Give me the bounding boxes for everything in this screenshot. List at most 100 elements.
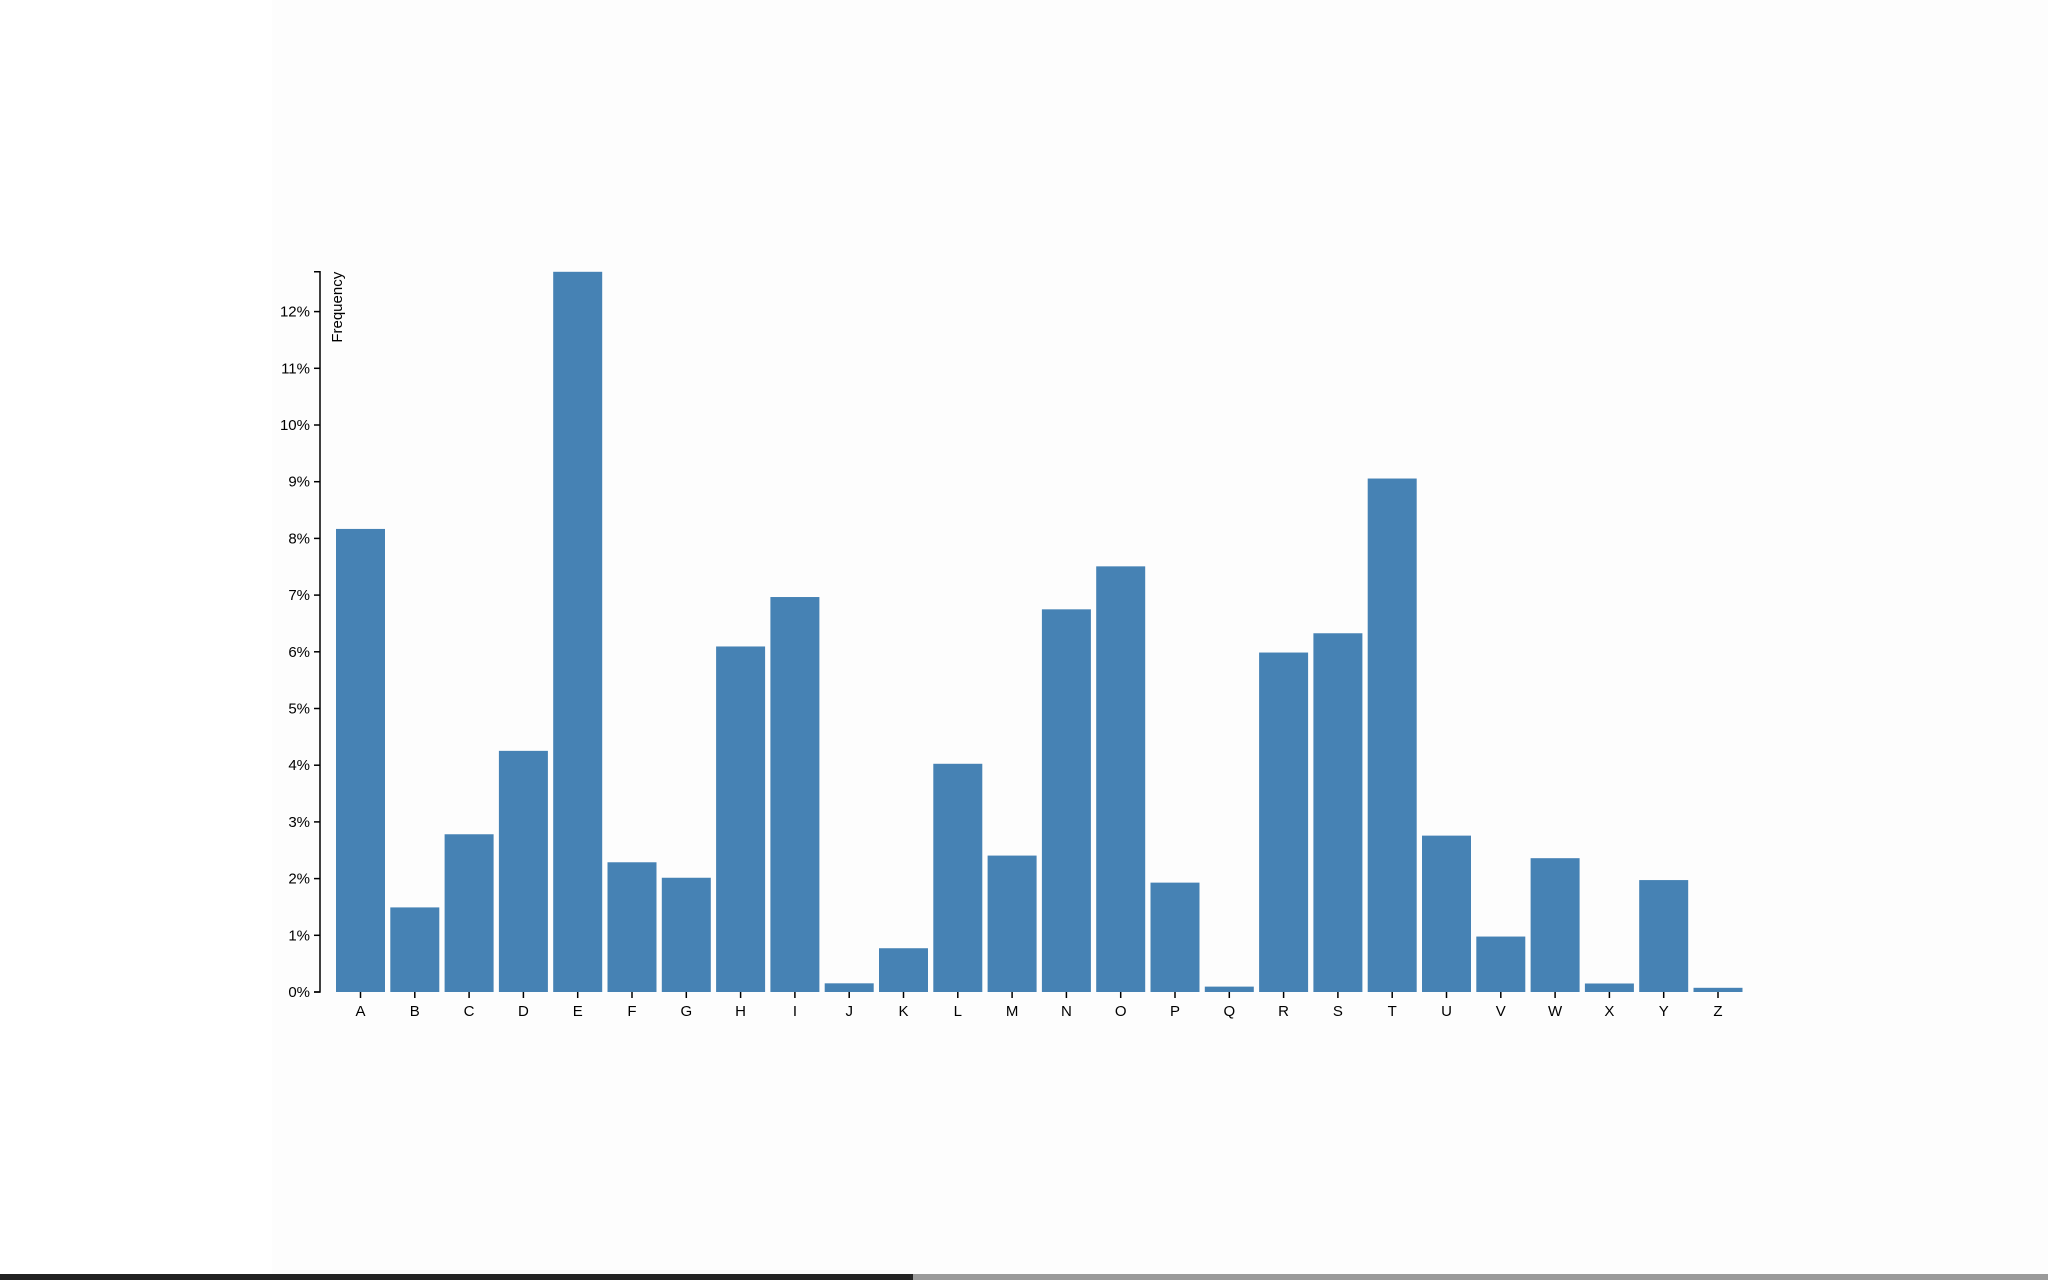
- y-tick-label: 8%: [288, 530, 310, 547]
- bar-B: [390, 907, 440, 992]
- x-tick-label: C: [464, 1003, 475, 1020]
- x-tick-label: O: [1115, 1003, 1127, 1020]
- scrollbar-thumb[interactable]: [0, 1274, 913, 1280]
- x-tick-label: X: [1604, 1003, 1614, 1020]
- bar-Z: [1693, 987, 1743, 992]
- x-tick: D: [518, 992, 529, 1020]
- y-axis-line: [314, 271, 321, 993]
- x-tick: P: [1170, 992, 1180, 1020]
- x-tick-label: L: [954, 1003, 962, 1020]
- x-tick: U: [1441, 992, 1452, 1020]
- bar-D: [498, 750, 548, 992]
- x-tick: O: [1115, 992, 1127, 1020]
- x-tick-label: U: [1441, 1003, 1452, 1020]
- bar-I: [770, 597, 820, 992]
- y-tick-label: 5%: [288, 701, 310, 718]
- x-tick: E: [573, 992, 583, 1020]
- y-tick-label: 12%: [280, 304, 310, 321]
- x-tick: L: [954, 992, 962, 1020]
- y-tick: 5%: [288, 701, 320, 718]
- bar-Q: [1204, 986, 1254, 992]
- x-tick: W: [1548, 992, 1563, 1020]
- x-tick-label: Y: [1659, 1003, 1669, 1020]
- x-tick-label: S: [1333, 1003, 1343, 1020]
- x-tick-label: E: [573, 1003, 583, 1020]
- x-tick-label: M: [1006, 1003, 1019, 1020]
- x-tick-label: H: [735, 1003, 746, 1020]
- y-tick-label: 9%: [288, 474, 310, 491]
- y-tick: 12%: [280, 304, 320, 321]
- x-tick-label: N: [1061, 1003, 1072, 1020]
- y-tick-label: 2%: [288, 871, 310, 888]
- y-tick: 10%: [280, 417, 320, 434]
- x-tick: K: [898, 992, 909, 1020]
- x-tick-label: F: [627, 1003, 636, 1020]
- x-tick-label: T: [1388, 1003, 1397, 1020]
- x-tick: Q: [1223, 992, 1235, 1020]
- x-tick: I: [793, 992, 797, 1020]
- y-tick-label: 4%: [288, 757, 310, 774]
- y-tick-label: 11%: [281, 360, 310, 377]
- x-tick: H: [735, 992, 746, 1020]
- x-tick-label: B: [410, 1003, 420, 1020]
- bar-K: [879, 948, 928, 992]
- bar-F: [607, 862, 657, 992]
- bar-T: [1367, 478, 1417, 993]
- bar-S: [1313, 633, 1363, 992]
- x-tick-label: G: [680, 1003, 692, 1020]
- y-tick: 2%: [288, 871, 320, 888]
- bar-R: [1259, 652, 1309, 992]
- bar-M: [987, 855, 1037, 992]
- bar-C: [444, 834, 494, 992]
- y-tick: 8%: [288, 530, 320, 547]
- y-tick: 1%: [288, 927, 320, 944]
- x-tick-label: K: [898, 1003, 908, 1020]
- bar-Y: [1639, 880, 1689, 992]
- y-tick-label: 6%: [288, 644, 310, 661]
- bar-X: [1584, 983, 1634, 992]
- y-tick: 0%: [288, 984, 320, 1001]
- y-tick: 11%: [281, 360, 320, 377]
- bar-G: [661, 877, 711, 992]
- x-tick: F: [627, 992, 637, 1020]
- x-tick-label: D: [518, 1003, 529, 1020]
- x-tick: V: [1496, 992, 1506, 1020]
- bar-L: [933, 763, 983, 992]
- x-tick-label: R: [1278, 1003, 1289, 1020]
- horizontal-scrollbar[interactable]: [0, 1274, 2048, 1280]
- x-tick: Y: [1659, 992, 1669, 1020]
- x-tick: T: [1388, 992, 1397, 1020]
- bar-H: [716, 646, 766, 992]
- y-tick: 9%: [288, 474, 320, 491]
- x-tick-label: Z: [1713, 1003, 1722, 1020]
- y-tick-label: 1%: [288, 927, 310, 944]
- bar-A: [336, 528, 385, 992]
- x-tick: C: [464, 992, 475, 1020]
- bar-U: [1422, 835, 1471, 992]
- bar-V: [1476, 936, 1526, 992]
- x-tick-label: I: [793, 1003, 797, 1020]
- y-tick-label: 7%: [288, 587, 310, 604]
- x-tick: B: [410, 992, 420, 1020]
- x-tick-label: P: [1170, 1003, 1180, 1020]
- x-tick: A: [355, 992, 366, 1020]
- bar-J: [824, 983, 874, 992]
- x-tick: J: [845, 992, 853, 1020]
- x-tick: Z: [1713, 992, 1723, 1020]
- bar-O: [1096, 566, 1146, 992]
- x-tick-label: W: [1548, 1003, 1563, 1020]
- bar-E: [553, 271, 603, 992]
- y-tick: 7%: [288, 587, 320, 604]
- bar-N: [1041, 609, 1091, 992]
- y-tick: 3%: [288, 814, 320, 831]
- x-tick-label: V: [1496, 1003, 1506, 1020]
- x-tick: M: [1006, 992, 1019, 1020]
- x-tick: N: [1061, 992, 1072, 1020]
- x-tick-label: Q: [1223, 1003, 1235, 1020]
- y-tick: 6%: [288, 644, 320, 661]
- x-tick: R: [1278, 992, 1289, 1020]
- bar-P: [1150, 882, 1200, 992]
- x-tick: S: [1333, 992, 1343, 1020]
- y-axis-label: Frequency: [329, 271, 346, 342]
